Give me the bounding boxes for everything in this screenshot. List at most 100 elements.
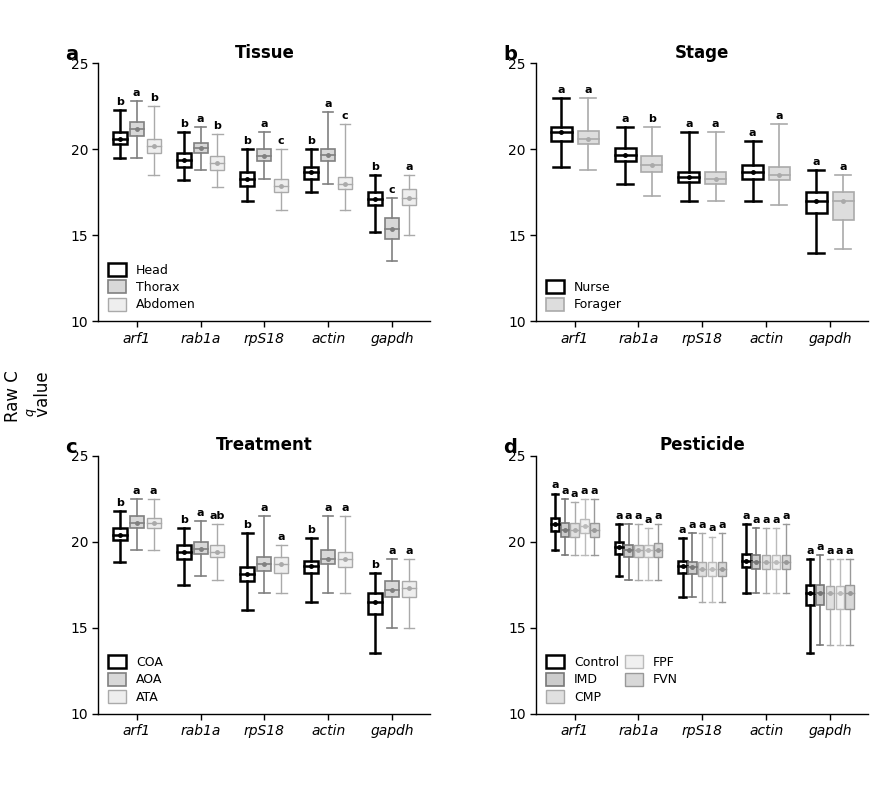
Bar — [193, 542, 207, 554]
Text: a: a — [752, 515, 759, 525]
Bar — [130, 516, 144, 528]
Text: c: c — [278, 136, 284, 147]
Title: Tissue: Tissue — [234, 44, 294, 62]
Text: a: a — [580, 485, 587, 496]
Text: d: d — [502, 438, 517, 457]
Text: a: a — [697, 520, 705, 530]
Bar — [815, 584, 823, 605]
Bar — [569, 523, 578, 537]
Text: b: b — [180, 119, 188, 129]
Bar — [614, 542, 622, 554]
Bar — [367, 193, 382, 205]
Text: a: a — [590, 485, 597, 496]
Text: c: c — [388, 185, 395, 194]
Bar — [384, 218, 399, 239]
Bar — [274, 178, 288, 193]
Text: a: a — [405, 546, 412, 556]
Text: b: b — [214, 121, 221, 131]
Bar — [634, 545, 642, 557]
Text: a: a — [839, 162, 846, 172]
Bar — [240, 172, 254, 186]
Bar — [113, 132, 127, 144]
Text: a: a — [825, 546, 832, 556]
Legend: COA, AOA, ATA: COA, AOA, ATA — [105, 652, 166, 707]
Bar — [560, 523, 569, 537]
Bar — [367, 593, 382, 614]
Text: a: a — [805, 546, 813, 556]
Bar — [338, 552, 351, 568]
Bar — [321, 550, 334, 564]
Bar — [687, 562, 696, 574]
Text: a: a — [133, 485, 140, 496]
Text: a: a — [260, 503, 268, 513]
Text: a: a — [584, 85, 591, 94]
Text: b: b — [502, 45, 517, 64]
Bar — [321, 149, 334, 162]
Text: b: b — [115, 498, 123, 508]
Text: a: a — [324, 98, 332, 109]
Title: Treatment: Treatment — [215, 436, 312, 454]
Bar — [589, 523, 598, 537]
Text: b: b — [243, 136, 251, 147]
Text: a: a — [614, 511, 622, 521]
Bar — [845, 584, 853, 609]
Text: b: b — [115, 97, 123, 107]
Bar — [678, 561, 686, 573]
Text: a: a — [711, 119, 719, 129]
Text: b: b — [371, 162, 378, 172]
Text: a: a — [781, 511, 789, 521]
Text: Raw C: Raw C — [4, 370, 22, 423]
Text: value: value — [34, 371, 52, 422]
Text: c: c — [342, 110, 348, 121]
Legend: Nurse, Forager: Nurse, Forager — [542, 277, 625, 316]
Bar — [401, 189, 416, 205]
Bar — [384, 581, 399, 596]
Text: b: b — [149, 94, 157, 103]
Text: a: a — [762, 515, 769, 525]
Text: a: a — [812, 157, 819, 167]
Bar — [697, 562, 705, 576]
Bar — [147, 139, 161, 153]
Text: a: a — [644, 515, 652, 525]
Bar — [780, 555, 789, 569]
Title: Pesticide: Pesticide — [659, 436, 745, 454]
Bar — [176, 153, 190, 167]
Text: a: a — [388, 546, 395, 556]
Bar — [240, 568, 254, 581]
Bar — [624, 545, 632, 557]
Bar — [654, 543, 662, 557]
Text: a: a — [678, 525, 686, 535]
Bar — [176, 545, 190, 559]
Legend: Control, IMD, CMP, FPF, FVN: Control, IMD, CMP, FPF, FVN — [542, 652, 680, 707]
Bar — [147, 518, 161, 528]
Bar — [805, 584, 814, 605]
Bar — [130, 122, 144, 136]
Bar — [831, 193, 853, 220]
Text: a: a — [687, 520, 696, 530]
Bar — [751, 555, 760, 569]
Bar — [717, 562, 725, 576]
Bar — [825, 586, 833, 609]
Bar — [257, 149, 271, 162]
Bar — [741, 165, 763, 178]
Bar — [644, 545, 652, 557]
Bar — [550, 127, 571, 141]
Text: b: b — [243, 520, 251, 530]
Text: a: a — [654, 511, 662, 521]
Text: a: a — [748, 128, 755, 138]
Text: b: b — [307, 136, 315, 147]
Text: a: a — [133, 88, 140, 98]
Bar — [338, 177, 351, 189]
Text: a: a — [717, 520, 725, 530]
Text: a: a — [624, 511, 632, 521]
Bar — [614, 147, 635, 162]
Text: a: a — [742, 511, 749, 521]
Text: a: a — [557, 85, 564, 94]
Bar — [741, 554, 750, 568]
Title: Stage: Stage — [674, 44, 729, 62]
Text: q: q — [23, 408, 36, 416]
Text: a: a — [775, 110, 782, 121]
Text: b: b — [180, 515, 188, 525]
Bar — [805, 193, 826, 213]
Text: a: a — [197, 508, 204, 518]
